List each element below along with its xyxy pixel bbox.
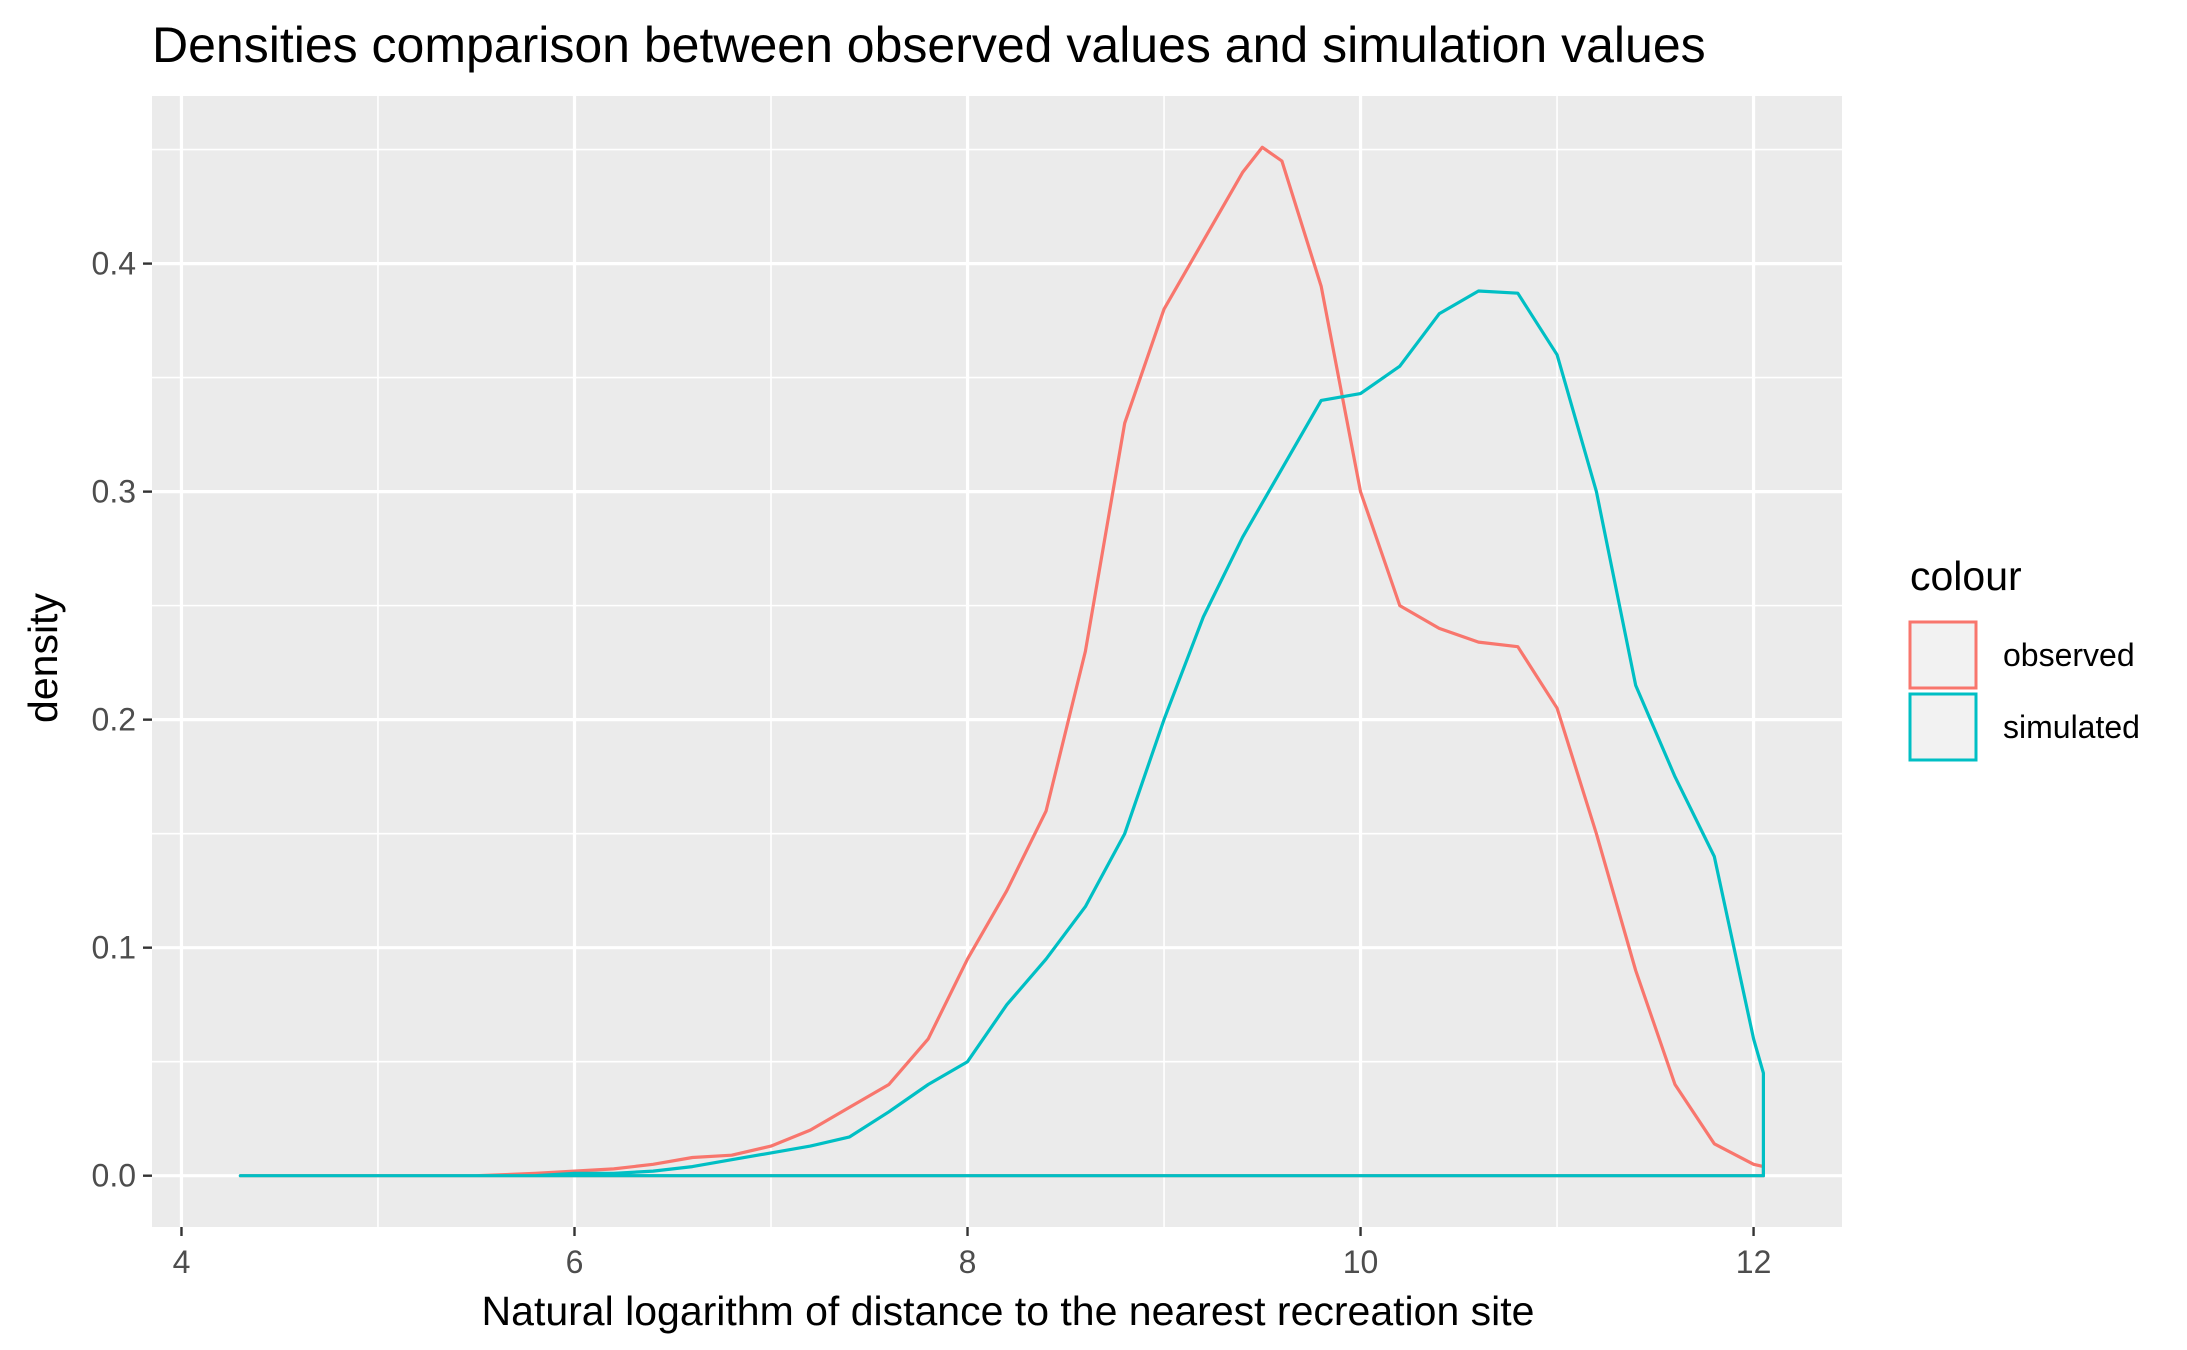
plot-panel	[152, 96, 1842, 1227]
x-tick-label: 6	[566, 1244, 584, 1280]
x-axis-title: Natural logarithm of distance to the nea…	[482, 1288, 1535, 1334]
legend-key-observed	[1908, 620, 1978, 690]
legend: colour observed simulated	[1908, 553, 2140, 762]
x-tick-label: 12	[1736, 1244, 1772, 1280]
legend-title: colour	[1910, 553, 2022, 599]
chart-title: Densities comparison between observed va…	[152, 17, 1706, 73]
y-tick-label: 0.2	[92, 702, 136, 738]
legend-label-observed: observed	[2003, 637, 2135, 673]
x-tick-label: 10	[1343, 1244, 1379, 1280]
series-line-observed	[238, 145, 1766, 1178]
x-tick-label: 8	[959, 1244, 977, 1280]
legend-key-simulated	[1908, 692, 1978, 762]
series-lines	[238, 145, 1766, 1178]
x-axis-ticks: 4 6 8 10 12	[173, 1227, 1772, 1280]
legend-label-simulated: simulated	[2003, 709, 2140, 745]
y-tick-label: 0.3	[92, 474, 136, 510]
y-axis-title: density	[20, 593, 66, 723]
minor-gridlines	[152, 96, 1842, 1227]
series-line-simulated	[238, 289, 1766, 1178]
y-tick-label: 0.1	[92, 930, 136, 966]
y-tick-label: 0.0	[92, 1158, 136, 1194]
x-tick-label: 4	[173, 1244, 191, 1280]
y-axis-ticks: 0.0 0.1 0.2 0.3 0.4	[92, 246, 152, 1194]
y-tick-label: 0.4	[92, 246, 136, 282]
